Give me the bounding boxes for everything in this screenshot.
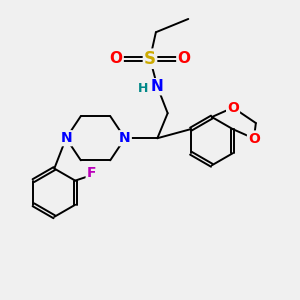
Text: H: H — [138, 82, 148, 95]
Text: O: O — [177, 51, 190, 66]
Text: N: N — [60, 131, 72, 145]
Text: N: N — [119, 131, 131, 145]
Text: O: O — [248, 131, 260, 146]
Text: O: O — [110, 51, 123, 66]
Text: S: S — [144, 50, 156, 68]
Text: O: O — [227, 100, 239, 115]
Text: F: F — [87, 166, 96, 180]
Text: N: N — [151, 79, 164, 94]
